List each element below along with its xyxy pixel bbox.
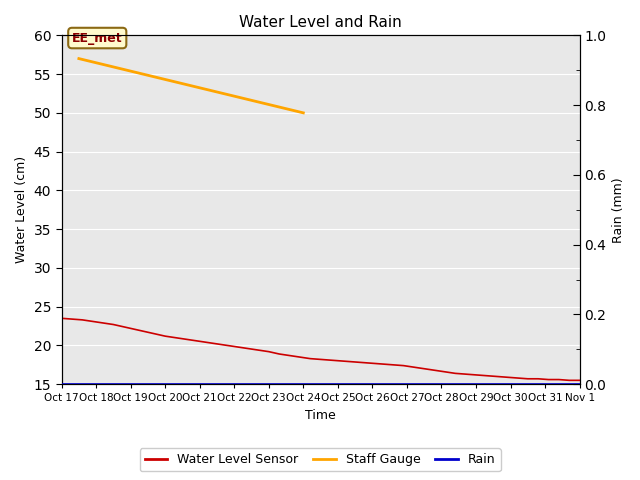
Y-axis label: Rain (mm): Rain (mm)	[612, 177, 625, 242]
X-axis label: Time: Time	[305, 409, 336, 422]
Legend: Water Level Sensor, Staff Gauge, Rain: Water Level Sensor, Staff Gauge, Rain	[140, 448, 500, 471]
Title: Water Level and Rain: Water Level and Rain	[239, 15, 402, 30]
Y-axis label: Water Level (cm): Water Level (cm)	[15, 156, 28, 264]
Text: EE_met: EE_met	[72, 32, 123, 45]
